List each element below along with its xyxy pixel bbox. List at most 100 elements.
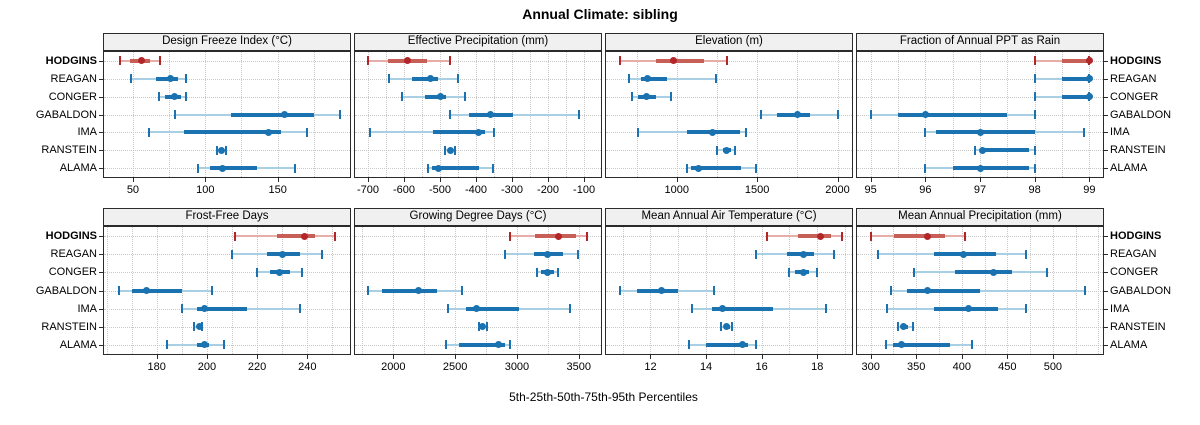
- cap-5th: [445, 340, 448, 350]
- cap-95th: [669, 92, 672, 102]
- cap-95th: [755, 163, 758, 173]
- x-tick-label: 95: [864, 184, 877, 196]
- x-tick: [132, 178, 134, 182]
- site-label-right-ranstein: RANSTEIN: [1110, 144, 1166, 157]
- site-label-left-conger: CONGER: [48, 90, 97, 103]
- interval-25-75-hodgins: [894, 234, 946, 239]
- median-dot-gabaldon: [281, 111, 289, 118]
- interval-25-75-gabaldon: [231, 112, 314, 117]
- site-label-left-reagan: REAGAN: [50, 72, 97, 85]
- x-tick-label: 98: [1028, 184, 1041, 196]
- median-dot-conger: [171, 93, 179, 101]
- y-gridline: [104, 96, 350, 98]
- cap-5th: [165, 340, 168, 350]
- median-dot-alama: [898, 341, 906, 349]
- y-tick-left: [99, 272, 103, 274]
- median-dot-reagan: [544, 250, 552, 258]
- x-tick-label: 14: [699, 361, 713, 373]
- cap-95th: [185, 92, 188, 102]
- median-dot-reagan: [426, 75, 434, 83]
- panel-frost-free-days: [103, 226, 351, 355]
- x-tick: [206, 355, 208, 359]
- site-label-left-gabaldon: GABALDON: [35, 108, 97, 121]
- x-tick-label: 50: [126, 184, 140, 196]
- x-tick-label: 100: [196, 184, 215, 196]
- median-dot-conger: [990, 268, 998, 276]
- cap-95th: [463, 92, 466, 102]
- y-tick-right: [1104, 132, 1108, 134]
- cap-5th: [118, 56, 121, 66]
- x-tick: [548, 178, 550, 182]
- median-dot-hodgins: [555, 232, 563, 240]
- strip-mean-annual-precipitation-mm: Mean Annual Precipitation (mm): [856, 208, 1104, 226]
- cap-5th: [233, 231, 236, 241]
- cap-95th: [733, 145, 736, 155]
- x-tick-label: -200: [537, 184, 560, 196]
- site-label-right-gabaldon: GABALDON: [1110, 108, 1172, 121]
- y-tick-right: [1104, 290, 1108, 292]
- median-dot-ranstein: [217, 146, 225, 154]
- median-dot-ranstein: [723, 146, 731, 154]
- x-tick-label: 180: [147, 361, 166, 373]
- whisker-5-95-ima: [370, 131, 495, 134]
- y-tick-right: [1104, 308, 1108, 310]
- x-tick-label: -400: [465, 184, 488, 196]
- x-tick-label: -100: [573, 184, 596, 196]
- whisker-5-95-reagan: [629, 77, 716, 80]
- y-tick-right: [1104, 150, 1108, 152]
- interval-25-75-alama: [459, 342, 505, 347]
- median-dot-ranstein: [979, 146, 987, 154]
- cap-95th: [486, 322, 489, 332]
- y-tick-right: [1104, 78, 1108, 80]
- whisker-5-95-reagan: [1034, 77, 1090, 80]
- site-label-right-reagan: REAGAN: [1110, 72, 1157, 85]
- cap-5th: [369, 127, 372, 137]
- cap-95th: [577, 249, 580, 259]
- cap-95th: [556, 267, 559, 277]
- median-dot-hodgins: [1085, 57, 1093, 65]
- interval-25-75-conger: [424, 94, 447, 99]
- y-tick-right: [1104, 236, 1108, 238]
- x-tick-label: -600: [392, 184, 415, 196]
- x-tick: [650, 355, 652, 359]
- interval-25-75-conger: [955, 270, 1012, 275]
- median-dot-reagan: [799, 250, 807, 258]
- strip-effective-precipitation-mm: Effective Precipitation (mm): [354, 33, 602, 51]
- site-label-left-alama: ALAMA: [59, 338, 97, 351]
- cap-95th: [305, 127, 308, 137]
- panel-effective-precipitation-mm: [354, 51, 602, 178]
- x-tick-label: 400: [952, 361, 971, 373]
- site-label-right-hodgins: HODGINS: [1110, 54, 1162, 67]
- median-dot-gabaldon: [921, 111, 929, 118]
- interval-25-75-alama: [952, 166, 1030, 171]
- cap-95th: [460, 286, 463, 295]
- cap-95th: [586, 231, 589, 241]
- y-gridline: [606, 60, 852, 62]
- x-tick-label: 1000: [664, 184, 689, 196]
- x-tick-label: -700: [356, 184, 379, 196]
- y-gridline: [104, 290, 350, 292]
- site-label-left-gabaldon: GABALDON: [35, 284, 97, 297]
- x-tick-label: 3000: [504, 361, 530, 373]
- cap-5th: [180, 304, 183, 314]
- cap-5th: [173, 110, 176, 119]
- whisker-5-95-conger: [1034, 95, 1090, 98]
- x-tick-label: 1500: [744, 184, 770, 196]
- interval-25-75-hodgins: [277, 234, 315, 239]
- cap-95th: [1083, 286, 1086, 295]
- cap-5th: [691, 304, 694, 314]
- interval-25-75-conger: [1062, 94, 1090, 99]
- x-tick-label: 18: [811, 361, 824, 373]
- y-gridline: [104, 78, 350, 80]
- y-gridline: [857, 326, 1103, 328]
- y-gridline: [606, 236, 852, 238]
- y-tick-right: [1104, 272, 1108, 274]
- site-label-left-ima: IMA: [77, 126, 97, 139]
- panel-mean-annual-precipitation-mm: [856, 226, 1104, 355]
- cap-5th: [1033, 56, 1036, 66]
- cap-5th: [503, 249, 506, 259]
- median-dot-hodgins: [138, 57, 146, 65]
- interval-25-75-reagan: [640, 76, 668, 81]
- y-gridline: [104, 150, 350, 152]
- site-label-right-alama: ALAMA: [1110, 338, 1148, 351]
